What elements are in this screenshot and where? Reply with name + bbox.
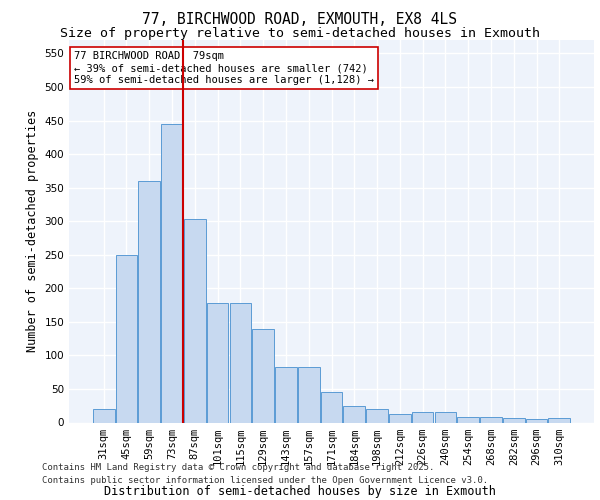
Bar: [253, 328, 274, 422]
Bar: [389, 414, 410, 422]
Text: Contains HM Land Registry data © Crown copyright and database right 2025.: Contains HM Land Registry data © Crown c…: [42, 464, 434, 472]
Bar: [93, 409, 115, 422]
Bar: [412, 412, 433, 422]
Y-axis label: Number of semi-detached properties: Number of semi-detached properties: [26, 110, 39, 352]
Bar: [457, 417, 479, 422]
Text: 77, BIRCHWOOD ROAD, EXMOUTH, EX8 4LS: 77, BIRCHWOOD ROAD, EXMOUTH, EX8 4LS: [143, 12, 458, 28]
Bar: [480, 417, 502, 422]
Bar: [207, 303, 229, 422]
Text: Distribution of semi-detached houses by size in Exmouth: Distribution of semi-detached houses by …: [104, 484, 496, 498]
Bar: [139, 181, 160, 422]
Bar: [230, 303, 251, 422]
Bar: [184, 219, 206, 422]
Bar: [116, 254, 137, 422]
Bar: [298, 367, 320, 422]
Bar: [343, 406, 365, 422]
Bar: [434, 412, 456, 422]
Text: 77 BIRCHWOOD ROAD: 79sqm
← 39% of semi-detached houses are smaller (742)
59% of : 77 BIRCHWOOD ROAD: 79sqm ← 39% of semi-d…: [74, 52, 374, 84]
Bar: [366, 409, 388, 422]
Bar: [503, 418, 524, 422]
Bar: [526, 419, 547, 422]
Bar: [548, 418, 570, 422]
Text: Size of property relative to semi-detached houses in Exmouth: Size of property relative to semi-detach…: [60, 28, 540, 40]
Bar: [320, 392, 343, 422]
Bar: [161, 124, 183, 422]
Text: Contains public sector information licensed under the Open Government Licence v3: Contains public sector information licen…: [42, 476, 488, 485]
Bar: [275, 367, 297, 422]
